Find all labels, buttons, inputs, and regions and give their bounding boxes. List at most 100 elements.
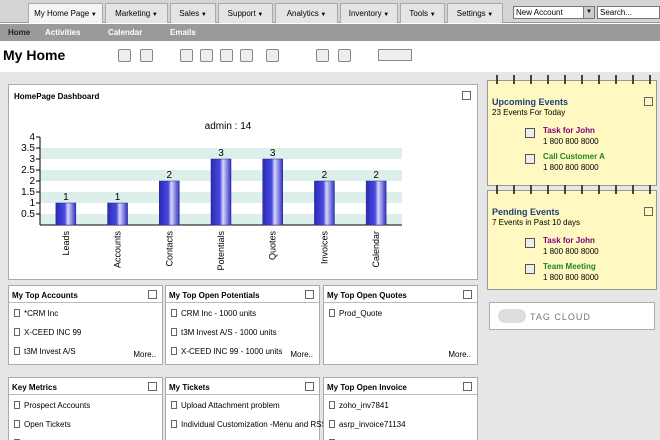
cloud-icon: [498, 309, 526, 323]
sub-nav-item[interactable]: Home: [8, 28, 31, 37]
widget: Key Metrics Prospect Accounts Open Tickets…: [8, 377, 163, 440]
x-tick-label: Calendar: [371, 231, 381, 268]
nav-tab[interactable]: Settings ▼: [447, 3, 503, 23]
sub-nav-item[interactable]: Activities: [45, 28, 81, 37]
more-link[interactable]: More..: [448, 350, 471, 359]
ring: [598, 185, 600, 194]
account-select[interactable]: New Account ▼: [513, 6, 595, 19]
nav-tab[interactable]: Inventory ▼: [340, 3, 398, 23]
value-label: 1: [115, 192, 121, 203]
toolbar-icon[interactable]: [220, 49, 233, 62]
bar: [159, 180, 180, 226]
ring: [632, 75, 634, 84]
item-icon: [171, 347, 177, 355]
widget-title: My Top Open Potentials: [169, 291, 260, 300]
maximize-icon[interactable]: [148, 382, 157, 391]
toolbar-icon[interactable]: [200, 49, 213, 62]
sub-nav-item[interactable]: Emails: [170, 28, 196, 37]
item-icon: [14, 347, 20, 355]
x-tick-label: Contacts: [164, 231, 174, 267]
item-link[interactable]: t3M Invest A/S: [24, 347, 76, 356]
nav-tab[interactable]: Support ▼: [218, 3, 273, 23]
event-icon: [525, 238, 535, 248]
item-icon: [171, 309, 177, 317]
y-tick-label: 2.5: [21, 165, 35, 176]
maximize-icon[interactable]: [463, 290, 472, 299]
maximize-icon[interactable]: [148, 290, 157, 299]
tab-label: Analytics: [286, 9, 319, 18]
widget-title: My Top Open Quotes: [327, 291, 407, 300]
bar: [314, 180, 335, 226]
y-tick-label: 0.5: [21, 209, 35, 220]
item-link[interactable]: *CRM Inc: [24, 309, 59, 318]
dropdown-arrow: ▼: [428, 12, 436, 18]
view-select[interactable]: [378, 49, 412, 61]
item-icon: [329, 420, 335, 428]
item-link[interactable]: X-CEED INC 99 - 1000 units: [181, 347, 283, 356]
dropdown-arrow: ▼: [318, 12, 327, 18]
select-arrow: ▼: [583, 7, 594, 18]
y-tick-label: 3: [29, 154, 35, 165]
ring: [496, 75, 498, 84]
maximize-icon[interactable]: [644, 207, 653, 216]
bar: [210, 158, 232, 226]
event-name[interactable]: Task for John: [543, 126, 595, 135]
event-name[interactable]: Call Customer A: [543, 152, 605, 161]
ring: [513, 185, 515, 194]
event-name[interactable]: Team Meeting: [543, 262, 596, 271]
y-tick-label: 4: [29, 132, 35, 143]
item-link[interactable]: CRM Inc - 1000 units: [181, 309, 257, 318]
nav-tab[interactable]: Marketing ▼: [105, 3, 168, 23]
events-title: Upcoming Events: [492, 97, 569, 107]
ring: [513, 75, 515, 84]
widget: My Tickets Upload Attachment problem Indiv…: [165, 377, 327, 440]
event-icon: [525, 264, 535, 274]
toolbar-icon[interactable]: [338, 49, 351, 62]
toolbar-icon[interactable]: [118, 49, 131, 62]
item-icon: [14, 420, 20, 428]
maximize-icon[interactable]: [462, 91, 471, 100]
nav-tab[interactable]: Analytics ▼: [275, 3, 338, 23]
maximize-icon[interactable]: [463, 382, 472, 391]
nav-tab[interactable]: Tools ▼: [400, 3, 445, 23]
item-link[interactable]: Prod_Quote: [339, 309, 383, 318]
item-link[interactable]: zoho_inv7841: [339, 401, 389, 410]
item-link[interactable]: asrp_invoice71134: [339, 420, 406, 429]
ring: [564, 75, 566, 84]
event-name[interactable]: Task for John: [543, 236, 595, 245]
item-link[interactable]: Open Tickets: [24, 420, 71, 429]
grid-band: [40, 148, 402, 159]
more-link[interactable]: More..: [290, 350, 313, 359]
nav-tab[interactable]: Sales ▼: [170, 3, 216, 23]
search-box[interactable]: Search...: [597, 6, 660, 19]
item-link[interactable]: Upload Attachment problem: [181, 401, 280, 410]
sub-nav-item[interactable]: Calendar: [108, 28, 143, 37]
x-tick-label: Quotes: [268, 231, 278, 261]
toolbar-icon[interactable]: [266, 49, 279, 62]
toolbar-icon[interactable]: [180, 49, 193, 62]
widget-title: My Tickets: [169, 383, 210, 392]
item-link[interactable]: Individual Customization -Menu and RSS: [181, 420, 327, 429]
item-link[interactable]: Prospect Accounts: [24, 401, 91, 410]
dropdown-arrow: ▼: [89, 12, 97, 18]
select-value: New Account: [516, 8, 563, 17]
maximize-icon[interactable]: [305, 290, 314, 299]
toolbar-icon[interactable]: [240, 49, 253, 62]
nav-tab[interactable]: My Home Page ▼: [28, 3, 103, 23]
widget-title-rule: [9, 394, 162, 395]
more-link[interactable]: More..: [133, 350, 156, 359]
toolbar-icon[interactable]: [140, 49, 153, 62]
value-label: 2: [322, 170, 328, 181]
ring: [547, 185, 549, 194]
tab-label: Inventory: [348, 9, 382, 18]
item-link[interactable]: t3M Invest A/S - 1000 units: [181, 328, 277, 337]
item-link[interactable]: X-CEED INC 99: [24, 328, 82, 337]
tag-cloud: TAG CLOUD: [489, 302, 655, 330]
widget: My Top Open Potentials CRM Inc - 1000 uni…: [165, 285, 320, 365]
panel-title: HomePage Dashboard: [14, 92, 100, 101]
events-panel: Upcoming Events 23 Events For Today Task f…: [487, 75, 657, 186]
maximize-icon[interactable]: [305, 382, 314, 391]
toolbar-icon[interactable]: [316, 49, 329, 62]
dropdown-arrow: ▼: [485, 12, 494, 18]
maximize-icon[interactable]: [644, 97, 653, 106]
